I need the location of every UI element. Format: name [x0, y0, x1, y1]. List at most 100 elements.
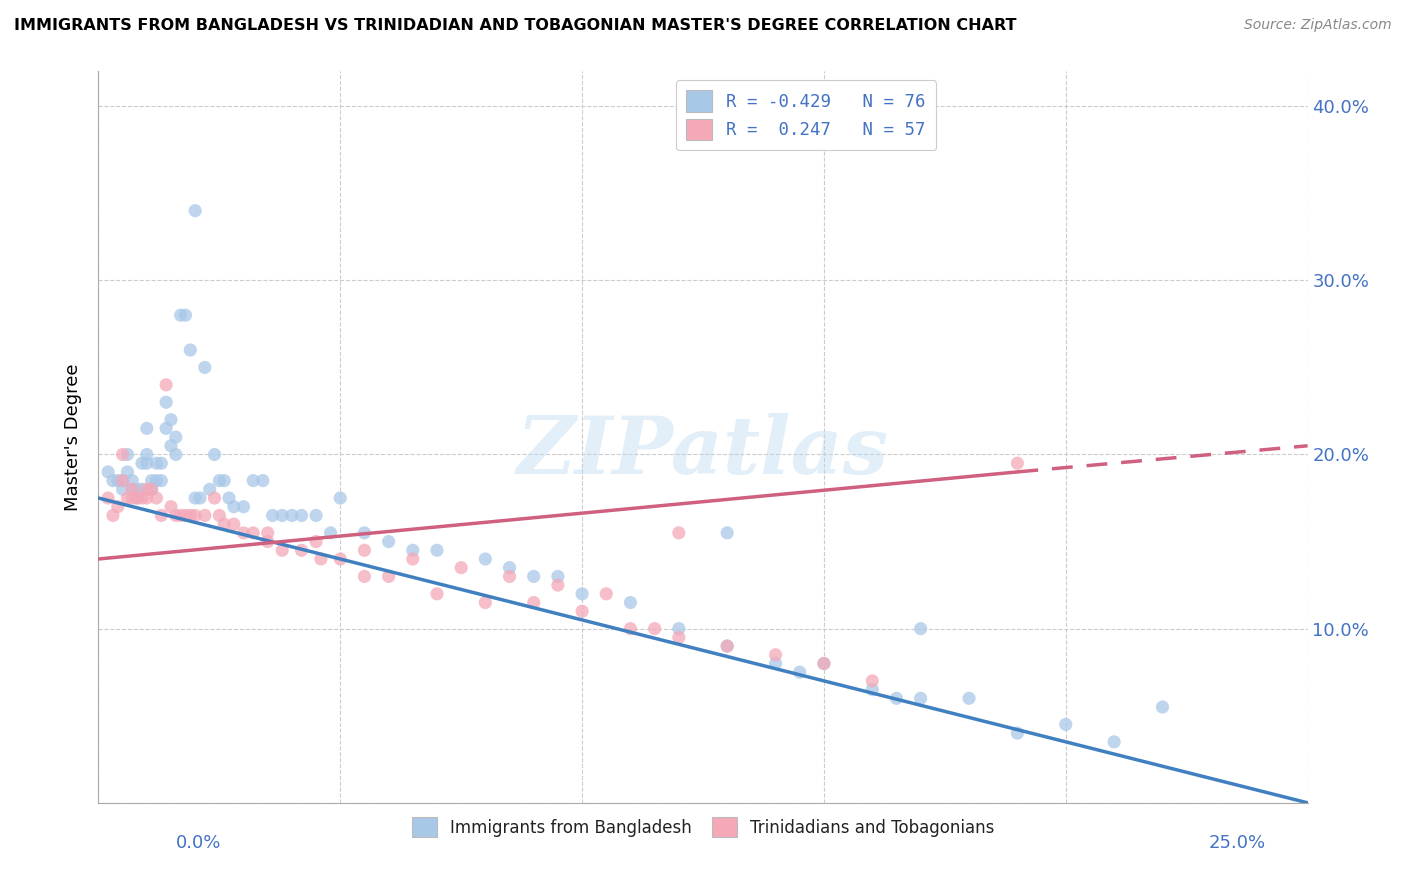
Point: [127, 491, 149, 505]
Point: [523, 595, 546, 609]
Point: [218, 491, 240, 505]
Point: [222, 517, 245, 532]
Point: [111, 474, 134, 488]
Point: [135, 456, 157, 470]
Point: [174, 308, 197, 322]
Point: [353, 525, 375, 540]
Y-axis label: Master's Degree: Master's Degree: [65, 363, 83, 511]
Point: [668, 631, 690, 645]
Point: [1054, 717, 1077, 731]
Point: [141, 483, 163, 497]
Point: [117, 465, 139, 479]
Point: [305, 508, 328, 523]
Point: [668, 622, 690, 636]
Point: [222, 500, 245, 514]
Point: [329, 491, 352, 505]
Point: [107, 474, 129, 488]
Point: [208, 508, 231, 523]
Point: [111, 448, 134, 462]
Point: [204, 491, 226, 505]
Point: [668, 525, 690, 540]
Point: [145, 456, 167, 470]
Text: Source: ZipAtlas.com: Source: ZipAtlas.com: [1244, 18, 1392, 32]
Point: [242, 474, 264, 488]
Point: [169, 308, 191, 322]
Point: [910, 622, 932, 636]
Point: [150, 474, 173, 488]
Point: [377, 534, 399, 549]
Point: [184, 491, 207, 505]
Point: [184, 508, 207, 523]
Point: [135, 421, 157, 435]
Point: [117, 491, 139, 505]
Point: [262, 508, 284, 523]
Point: [290, 543, 312, 558]
Point: [813, 657, 835, 671]
Point: [256, 525, 278, 540]
Point: [111, 474, 134, 488]
Point: [174, 508, 197, 523]
Point: [212, 474, 235, 488]
Point: [716, 639, 738, 653]
Point: [150, 456, 173, 470]
Point: [498, 560, 520, 574]
Point: [121, 483, 143, 497]
Point: [523, 569, 546, 583]
Point: [194, 508, 217, 523]
Point: [402, 543, 425, 558]
Point: [619, 595, 641, 609]
Point: [309, 552, 332, 566]
Point: [716, 525, 738, 540]
Point: [165, 508, 187, 523]
Point: [127, 491, 149, 505]
Point: [271, 508, 294, 523]
Point: [165, 430, 187, 444]
Point: [145, 491, 167, 505]
Point: [121, 474, 143, 488]
Point: [329, 552, 352, 566]
Point: [97, 465, 120, 479]
Point: [353, 569, 375, 583]
Point: [281, 508, 304, 523]
Point: [305, 534, 328, 549]
Point: [571, 587, 593, 601]
Point: [571, 604, 593, 618]
Point: [169, 508, 191, 523]
Point: [957, 691, 980, 706]
Point: [127, 483, 149, 497]
Point: [194, 360, 217, 375]
Point: [716, 639, 738, 653]
Point: [101, 474, 124, 488]
Point: [141, 474, 163, 488]
Point: [212, 517, 235, 532]
Point: [131, 491, 153, 505]
Point: [1007, 456, 1029, 470]
Point: [886, 691, 908, 706]
Point: [242, 525, 264, 540]
Point: [319, 525, 342, 540]
Point: [765, 657, 787, 671]
Point: [165, 448, 187, 462]
Point: [145, 474, 167, 488]
Point: [765, 648, 787, 662]
Point: [498, 569, 520, 583]
Point: [271, 543, 294, 558]
Point: [377, 569, 399, 583]
Point: [860, 673, 883, 688]
Point: [198, 483, 221, 497]
Point: [450, 560, 472, 574]
Point: [813, 657, 835, 671]
Point: [204, 448, 226, 462]
Point: [155, 395, 177, 409]
Point: [426, 543, 449, 558]
Text: IMMIGRANTS FROM BANGLADESH VS TRINIDADIAN AND TOBAGONIAN MASTER'S DEGREE CORRELA: IMMIGRANTS FROM BANGLADESH VS TRINIDADIA…: [14, 18, 1017, 33]
Point: [232, 500, 254, 514]
Point: [474, 595, 496, 609]
Point: [402, 552, 425, 566]
Point: [150, 508, 173, 523]
Point: [188, 491, 211, 505]
Point: [547, 578, 569, 592]
Point: [290, 508, 312, 523]
Point: [256, 534, 278, 549]
Point: [101, 508, 124, 523]
